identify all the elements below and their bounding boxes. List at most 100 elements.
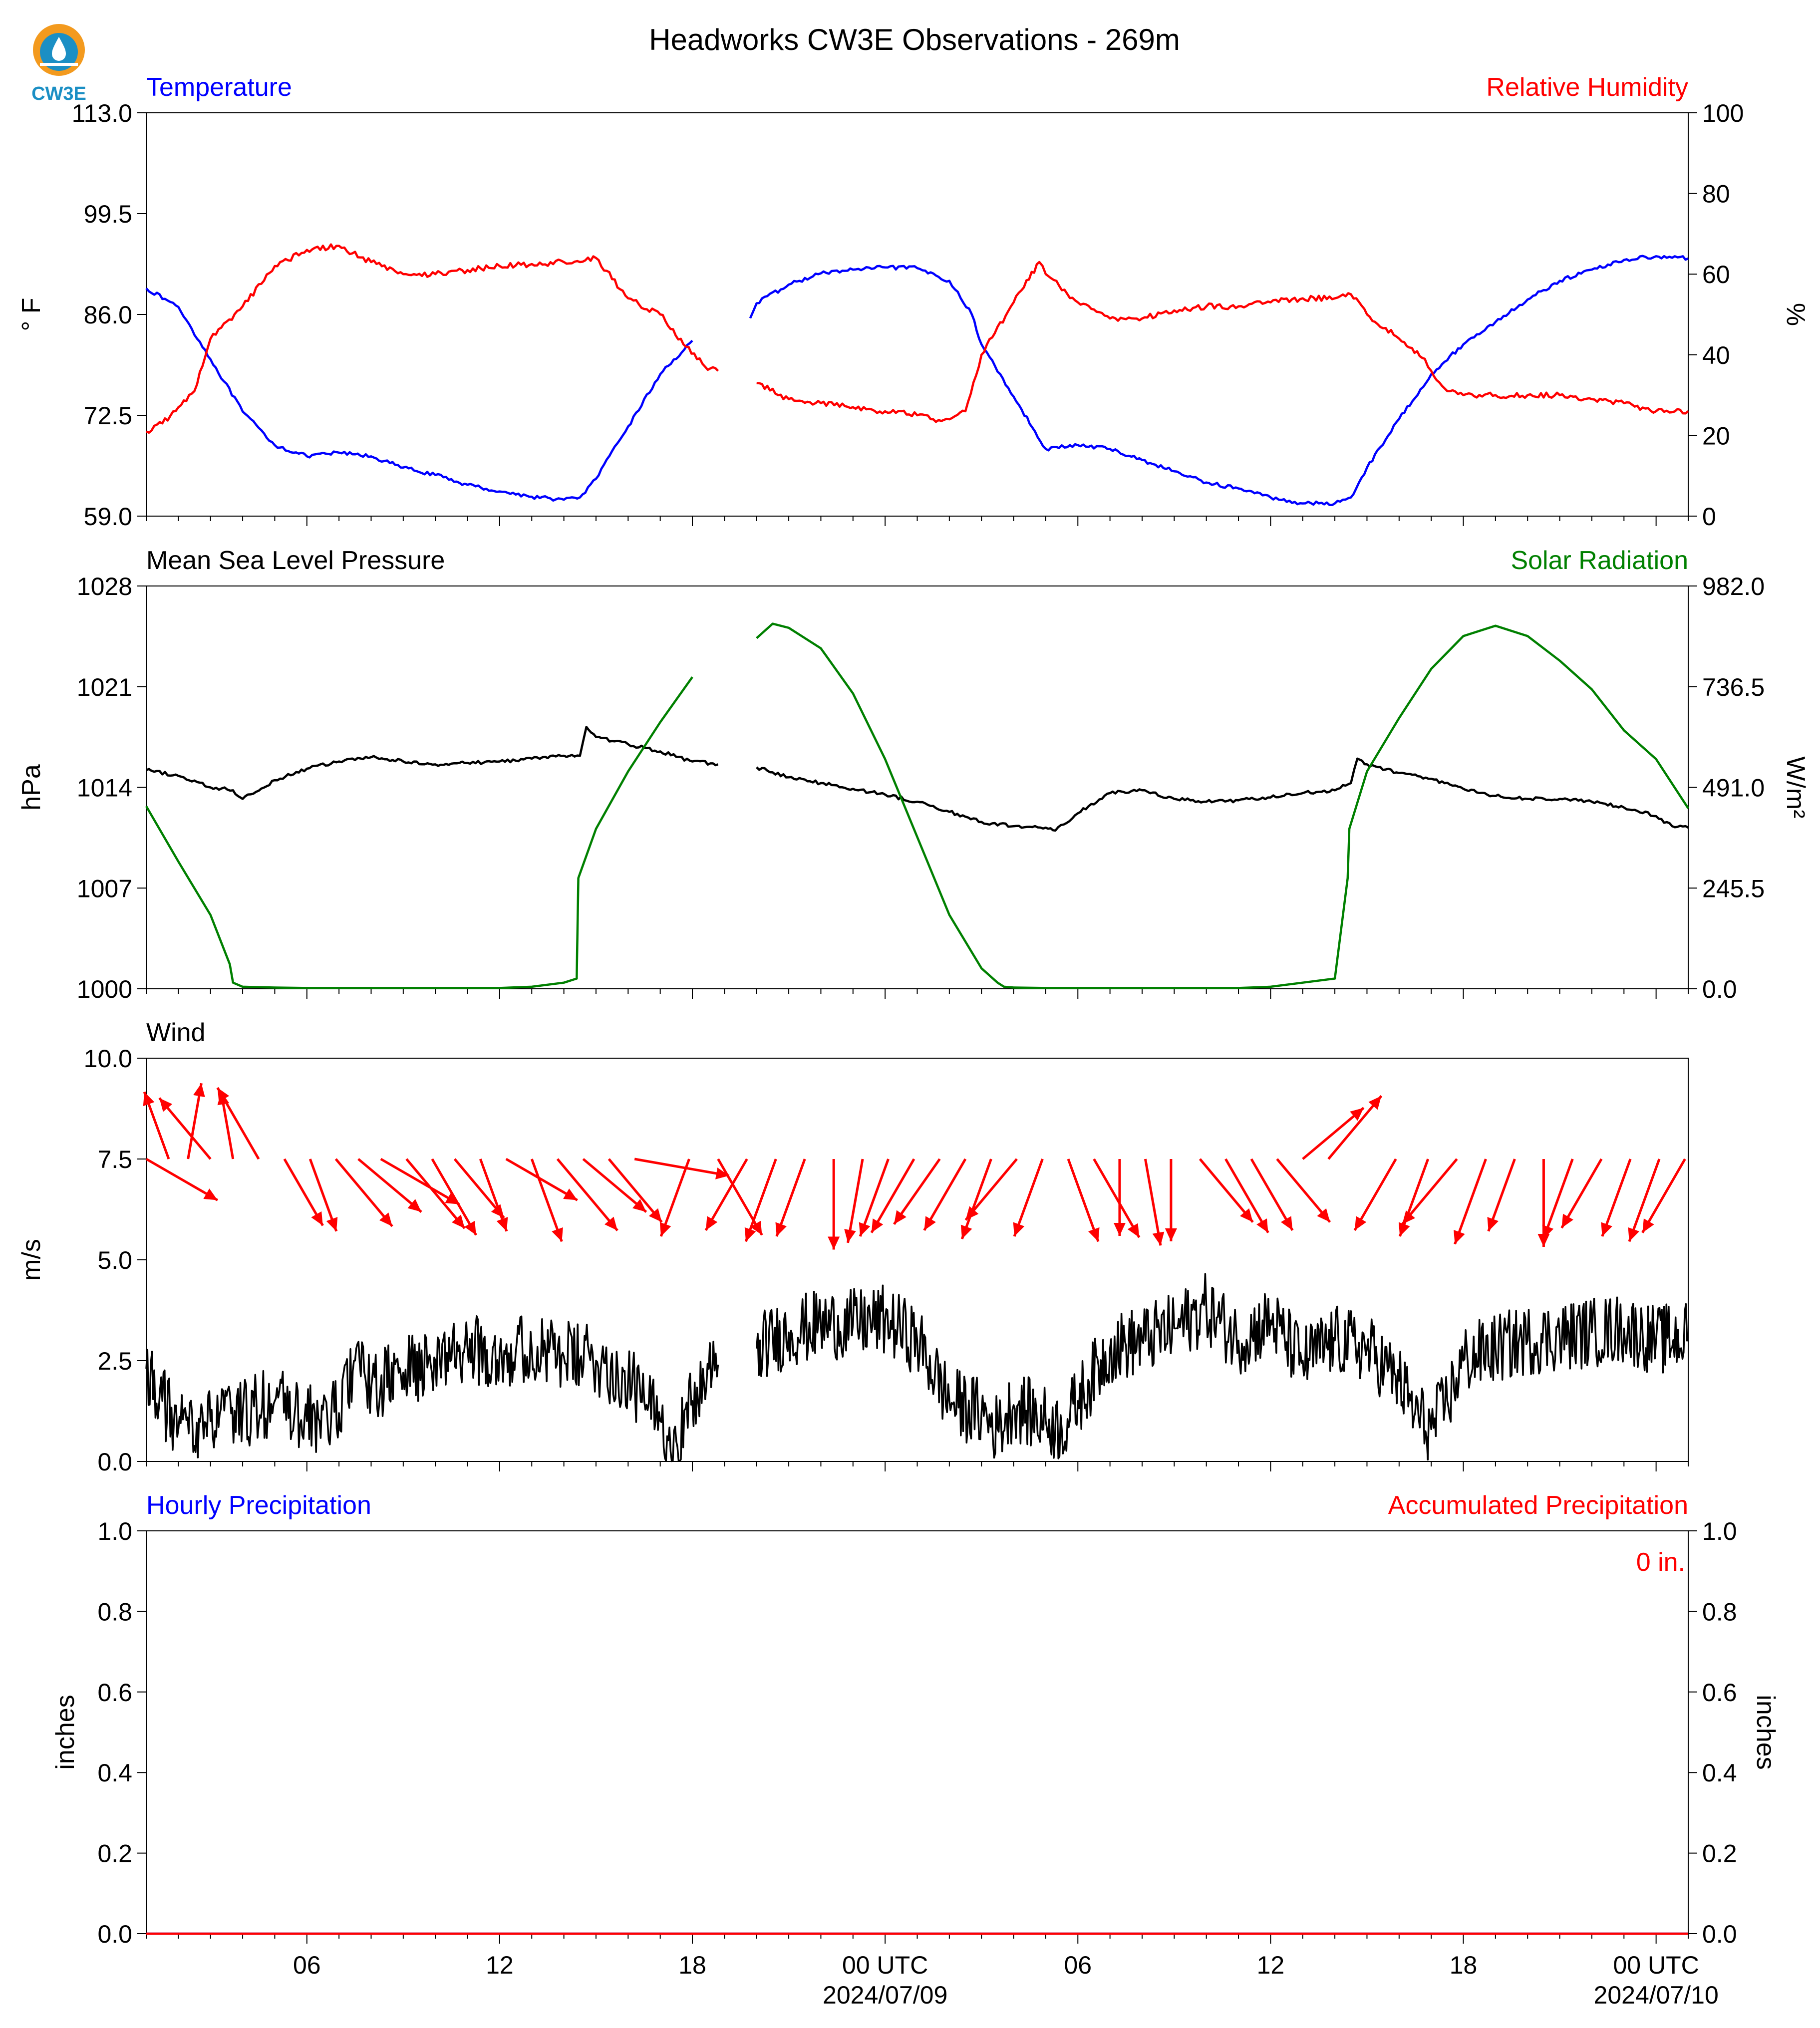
y-right-tick-label: 60 — [1702, 261, 1730, 289]
wind-arrow-shaft — [607, 1158, 663, 1223]
wind-arrow — [960, 1159, 992, 1240]
wind-arrow-shaft — [216, 1087, 260, 1160]
wind-arrow — [1113, 1159, 1126, 1236]
wind-arrow-head — [924, 1216, 936, 1230]
wind-arrow — [479, 1159, 508, 1232]
y-right-tick-label: 245.5 — [1702, 874, 1765, 902]
y-right-tick-label: 80 — [1702, 180, 1730, 208]
panel-1: 59.0 72.5 86.0 99.5 113.0 0 20 40 60 80 100 Tempera… — [17, 73, 1810, 531]
wind-arrow-shaft — [923, 1158, 967, 1231]
panel-title-left: Temperature — [146, 73, 292, 102]
wind-arrow — [1560, 1158, 1603, 1229]
wind-arrow-head — [1152, 1231, 1165, 1246]
wind-arrow — [744, 1159, 777, 1242]
y-right-tick-label: 100 — [1702, 99, 1744, 127]
wind-arrow — [893, 1158, 941, 1225]
y-left-tick-label: 5.0 — [97, 1246, 132, 1274]
wind-arrow-shaft — [145, 1158, 219, 1201]
wind-arrow-shaft — [505, 1158, 578, 1201]
wind-arrow-head — [1542, 1224, 1554, 1239]
y-left-tick-label: 0.2 — [97, 1840, 132, 1868]
wind-arrow-head — [159, 1098, 173, 1112]
series-line-1 — [146, 726, 1689, 832]
y-left-tick-label: 0.8 — [97, 1598, 132, 1626]
y-right-tick-label: 0.8 — [1702, 1598, 1737, 1626]
wind-arrow — [1641, 1158, 1686, 1233]
wind-arrow — [283, 1158, 324, 1226]
wind-arrow-head — [1088, 1227, 1100, 1242]
y-right-tick-label: 40 — [1702, 341, 1730, 369]
wind-arrow — [717, 1158, 763, 1236]
panel-title-right: Relative Humidity — [1486, 73, 1688, 102]
y-left-label: m/s — [17, 1239, 46, 1281]
wind-arrow-head — [1402, 1210, 1415, 1224]
y-left-tick-label: 99.5 — [84, 200, 132, 228]
y-right-tick-label: 1.0 — [1702, 1517, 1737, 1545]
wind-arrow-head — [1239, 1208, 1253, 1222]
drop-icon — [52, 37, 66, 61]
wind-arrow-shaft — [380, 1158, 460, 1205]
accumulated-total-label: 0 in. — [1636, 1548, 1685, 1577]
y-left-tick-label: 1007 — [77, 874, 132, 902]
wind-arrow-shaft — [859, 1159, 890, 1237]
wind-arrow — [870, 1158, 915, 1233]
wind-arrow-head — [1537, 1234, 1550, 1247]
wind-arrow — [1276, 1158, 1331, 1223]
y-right-label: inches — [1751, 1695, 1780, 1769]
y-left-tick-label: 0.4 — [97, 1759, 132, 1787]
y-left-tick-label: 0.0 — [97, 1448, 132, 1476]
wind-arrow-head — [1601, 1222, 1612, 1237]
wind-arrow-shaft — [1013, 1159, 1044, 1237]
y-right-label: W/m² — [1781, 756, 1810, 818]
y-left-label: hPa — [17, 764, 46, 811]
wind-arrow-shaft — [405, 1158, 466, 1229]
wind-arrow-shaft — [847, 1159, 864, 1243]
wind-arrow — [1165, 1159, 1177, 1241]
wind-arrow-head — [552, 1227, 563, 1242]
wind-arrow-shaft — [1093, 1158, 1141, 1238]
wind-arrow — [216, 1087, 260, 1160]
y-left-tick-label: 1028 — [77, 573, 132, 600]
y-left-tick-label: 1014 — [77, 774, 132, 802]
y-left-label: inches — [51, 1695, 80, 1769]
wind-arrow-head — [828, 1236, 840, 1250]
y-right-tick-label: 20 — [1702, 422, 1730, 450]
wind-arrow — [1398, 1159, 1430, 1237]
wind-arrow — [923, 1158, 967, 1231]
wind-arrow-shaft — [1601, 1159, 1632, 1237]
wind-arrow — [308, 1159, 338, 1232]
wind-arrow — [1353, 1158, 1397, 1231]
wind-arrow-shaft — [1353, 1158, 1397, 1231]
wind-arrow-head — [1165, 1228, 1177, 1241]
wind-arrow-head — [203, 1188, 218, 1200]
panel-title-right: Solar Radiation — [1511, 546, 1688, 575]
wind-arrow-shaft — [357, 1158, 422, 1213]
wind-arrow-head — [193, 1083, 205, 1098]
wind-arrow — [607, 1158, 663, 1223]
wind-arrow — [357, 1158, 422, 1213]
wind-arrow — [634, 1158, 730, 1179]
wind-arrow — [1601, 1159, 1632, 1237]
wind-arrow — [704, 1158, 748, 1231]
x-tick-label: 06 — [293, 1951, 321, 1979]
y-left-tick-label: 86.0 — [84, 301, 132, 329]
y-left-tick-label: 0.6 — [97, 1679, 132, 1707]
series-line-2 — [146, 243, 1689, 434]
wind-arrow-head — [659, 1222, 671, 1237]
y-left-tick-label: 72.5 — [84, 402, 132, 430]
wind-arrow-head — [1280, 1216, 1293, 1230]
y-right-label: % — [1781, 303, 1810, 326]
wind-arrow-shaft — [1302, 1107, 1365, 1160]
wind-arrow-head — [894, 1210, 907, 1224]
wind-arrow-shaft — [1250, 1158, 1294, 1231]
panel-title-left: Wind — [146, 1018, 205, 1047]
wind-arrow — [1144, 1159, 1165, 1246]
wind-arrow — [1199, 1158, 1254, 1223]
wind-arrow-head — [1487, 1217, 1499, 1231]
y-left-label: ° F — [17, 297, 46, 331]
wind-arrow-head — [744, 1227, 756, 1242]
y-left-tick-label: 0.0 — [97, 1920, 132, 1948]
wind-arrow-shaft — [1276, 1158, 1331, 1223]
wind-arrow — [1542, 1159, 1574, 1240]
